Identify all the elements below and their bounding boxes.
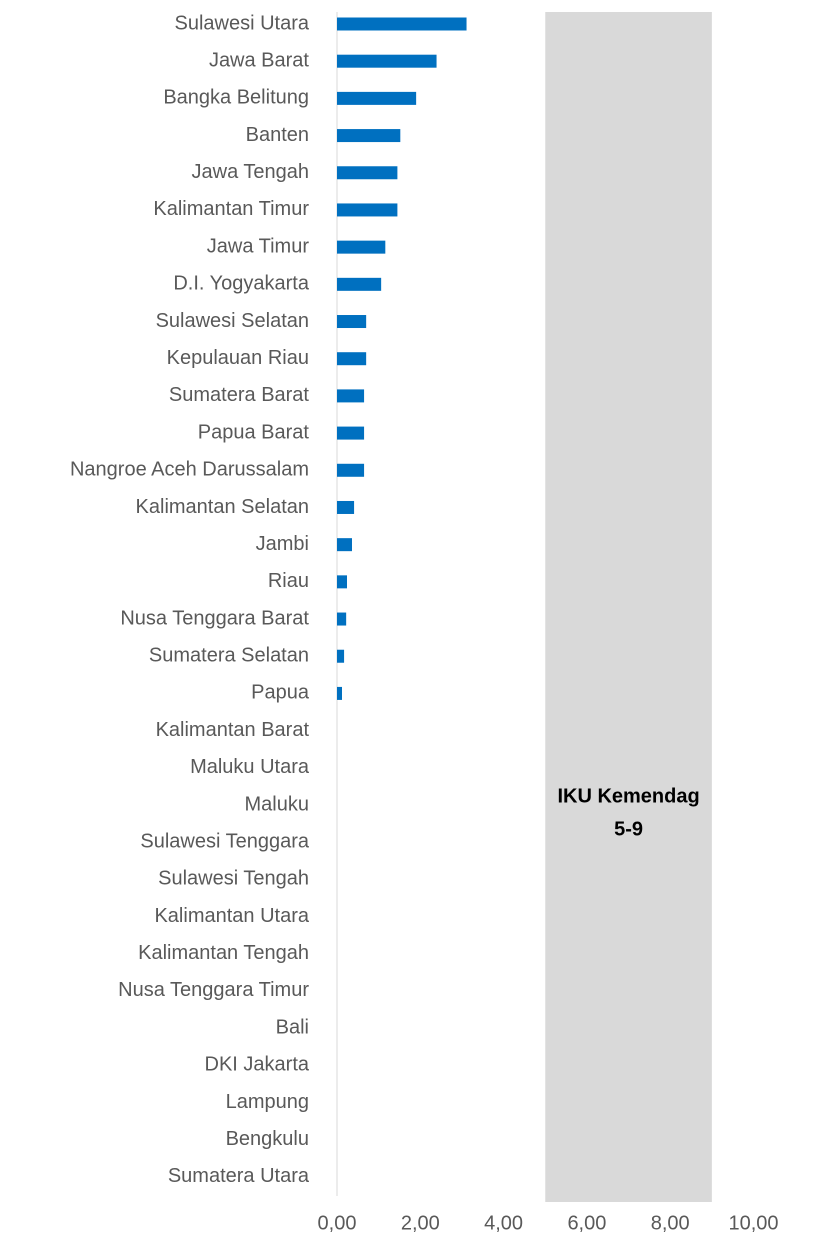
- bar: [337, 240, 386, 254]
- y-tick-label: Bangka Belitung: [163, 87, 309, 109]
- target-band: [545, 12, 712, 1202]
- band-annotation: 5-9: [614, 818, 643, 840]
- y-tick-label: Nusa Tenggara Barat: [120, 607, 309, 629]
- bar: [337, 500, 355, 514]
- y-tick-label: Sumatera Barat: [169, 384, 310, 406]
- bar: [337, 166, 398, 180]
- y-tick-label: D.I. Yogyakarta: [173, 273, 310, 295]
- bar: [337, 575, 347, 589]
- y-tick-label: Jawa Tengah: [192, 161, 310, 183]
- bar: [337, 91, 417, 105]
- bar: [337, 203, 398, 217]
- x-tick-label: 8,00: [651, 1212, 690, 1234]
- bar: [337, 17, 467, 31]
- y-tick-label: Kalimantan Timur: [153, 198, 309, 220]
- y-tick-label: Nangroe Aceh Darussalam: [70, 459, 309, 481]
- y-tick-label: Bengkulu: [226, 1128, 309, 1150]
- x-tick-label: 0,00: [318, 1212, 357, 1234]
- bar: [337, 389, 365, 403]
- y-tick-label: Bali: [276, 1016, 309, 1038]
- bar: [337, 352, 367, 366]
- y-tick-label: Kalimantan Tengah: [138, 942, 309, 964]
- bar: [337, 129, 401, 143]
- bar: [337, 54, 437, 68]
- bar: [337, 315, 367, 329]
- x-tick-label: 6,00: [567, 1212, 606, 1234]
- y-tick-label: Papua: [251, 682, 310, 704]
- y-tick-label: Kepulauan Riau: [167, 347, 309, 369]
- x-tick-label: 10,00: [728, 1212, 778, 1234]
- y-tick-label: Kalimantan Selatan: [136, 496, 309, 518]
- y-tick-label: Sulawesi Tengah: [158, 868, 309, 890]
- bar: [337, 612, 347, 626]
- bar: [337, 463, 365, 477]
- y-tick-label: Banten: [246, 124, 309, 146]
- bar: [337, 277, 382, 291]
- x-tick-label: 4,00: [484, 1212, 523, 1234]
- y-tick-label: Sulawesi Utara: [174, 12, 309, 34]
- bar: [337, 686, 342, 700]
- bar: [337, 426, 365, 440]
- x-tick-label: 2,00: [401, 1212, 440, 1234]
- y-tick-label: DKI Jakarta: [205, 1054, 310, 1076]
- y-tick-label: Jambi: [256, 533, 309, 555]
- y-tick-label: Riau: [268, 570, 309, 592]
- y-tick-label: Kalimantan Utara: [154, 905, 309, 927]
- bar: [337, 649, 345, 663]
- y-tick-label: Maluku Utara: [190, 756, 310, 778]
- y-tick-label: Sumatera Utara: [168, 1165, 310, 1187]
- y-tick-label: Maluku: [245, 793, 309, 815]
- y-tick-label: Jawa Barat: [209, 49, 309, 71]
- y-tick-label: Kalimantan Barat: [156, 719, 310, 741]
- y-tick-label: Sulawesi Selatan: [156, 310, 309, 332]
- band-annotation: IKU Kemendag: [557, 785, 699, 807]
- y-tick-label: Nusa Tenggara Timur: [118, 979, 309, 1001]
- y-tick-label: Sulawesi Tenggara: [140, 830, 310, 852]
- y-tick-label: Lampung: [226, 1091, 309, 1113]
- bar: [337, 538, 352, 552]
- y-tick-label: Sumatera Selatan: [149, 645, 309, 667]
- y-tick-label: Jawa Timur: [207, 235, 310, 257]
- y-tick-label: Papua Barat: [198, 421, 310, 443]
